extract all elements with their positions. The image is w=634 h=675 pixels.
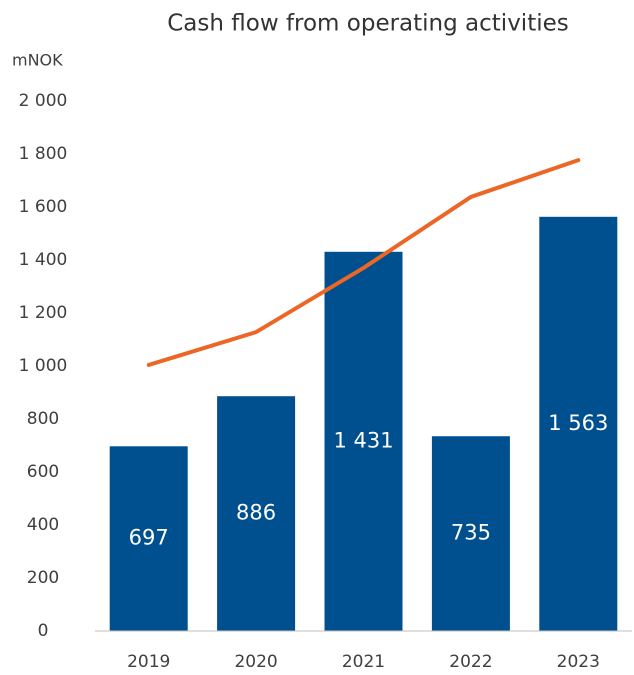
y-tick-label: 0 [38, 621, 49, 641]
y-tick-label: 1 200 [19, 303, 68, 323]
y-tick-label: 600 [27, 462, 59, 482]
x-tick-label: 2019 [127, 652, 170, 672]
bar [217, 396, 296, 631]
bar [539, 216, 618, 631]
x-tick-label: 2022 [449, 652, 492, 672]
y-tick-label: 1 000 [19, 356, 68, 376]
y-axis-label: mNOK [12, 51, 63, 70]
line [146, 158, 581, 367]
chart-title: Cash flow from operating activities [167, 11, 569, 37]
data-label: 1 563 [548, 411, 608, 435]
x-tick-label: 2023 [557, 652, 600, 672]
x-tick-label: 2020 [234, 652, 277, 672]
y-tick-label: 1 800 [19, 144, 68, 164]
y-tick-label: 400 [27, 515, 59, 535]
y-tick-label: 2 000 [19, 91, 68, 111]
y-tick-label: 1 600 [19, 197, 68, 217]
y-tick-label: 200 [27, 568, 59, 588]
x-tick-label: 2021 [342, 652, 385, 672]
y-tick-label: 800 [27, 409, 59, 429]
data-label: 697 [129, 526, 169, 550]
bar [324, 251, 403, 631]
data-label: 886 [236, 501, 276, 525]
data-label: 735 [451, 521, 491, 545]
y-tick-label: 1 400 [19, 250, 68, 270]
bar [109, 446, 188, 631]
data-label: 1 431 [333, 428, 393, 452]
bar [431, 436, 510, 631]
